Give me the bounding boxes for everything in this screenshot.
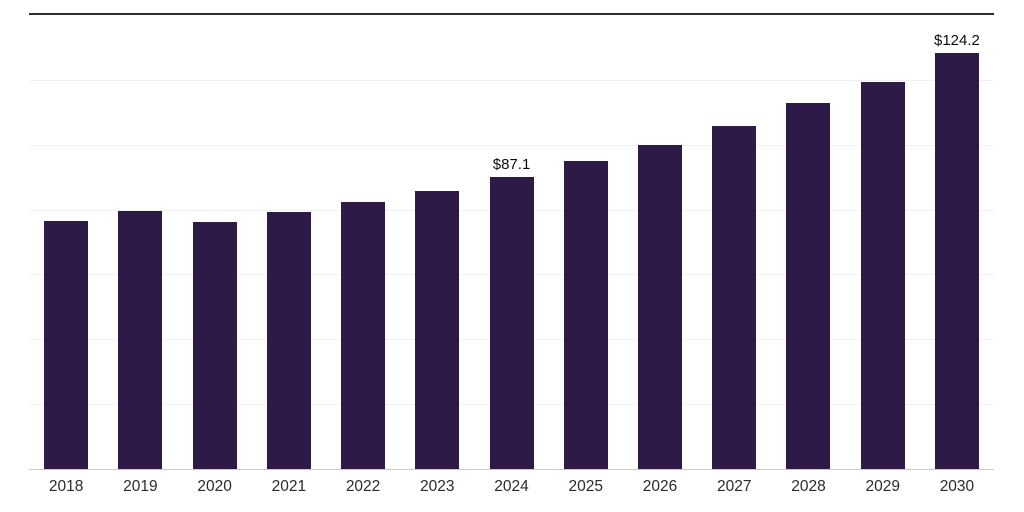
- bar-2021: [266, 212, 311, 469]
- data-label-2030: $124.2: [933, 31, 980, 49]
- bar-column-2024: $87.1: [474, 15, 548, 469]
- bar-2019: [118, 211, 163, 469]
- gridline: [29, 79, 994, 81]
- bars-container: $87.1 $124.2: [29, 15, 994, 469]
- bar-column-2020: [177, 15, 251, 469]
- bar-2026: [637, 145, 682, 469]
- bar-2018: [44, 221, 89, 469]
- bar-2030: [934, 52, 979, 469]
- bar-column-2023: [400, 15, 474, 469]
- x-tick-2024: 2024: [494, 478, 529, 495]
- x-tick-2029: 2029: [865, 478, 900, 495]
- plot-area: $87.1 $124.2: [29, 13, 994, 470]
- x-tick-2026: 2026: [642, 478, 678, 495]
- bar-2022: [341, 202, 386, 469]
- x-tick-2028: 2028: [791, 478, 826, 495]
- x-tick-2021: 2021: [271, 478, 307, 495]
- bar-2024: [489, 177, 534, 469]
- bar-column-2018: [29, 15, 103, 469]
- bar-column-2022: [326, 15, 400, 469]
- bar-column-2028: [771, 15, 845, 469]
- bar-column-2030: $124.2: [920, 15, 994, 469]
- x-tick-2027: 2027: [716, 478, 752, 495]
- bar-2025: [563, 161, 608, 469]
- bar-column-2029: [846, 15, 920, 469]
- x-axis: 2018 2019 2020 2021 2022 2023 2024 2025 2026 2027…: [29, 470, 994, 512]
- bar-column-2021: [252, 15, 326, 469]
- bar-column-2019: [103, 15, 177, 469]
- x-tick-2018: 2018: [48, 478, 84, 495]
- x-tick-2019: 2019: [123, 478, 158, 495]
- data-label-2024: $87.1: [492, 156, 531, 174]
- x-tick-2023: 2023: [420, 478, 455, 495]
- x-tick-2030: 2030: [939, 478, 975, 495]
- x-tick-2022: 2022: [345, 478, 381, 495]
- bar-2028: [786, 103, 831, 469]
- bar-2029: [860, 81, 905, 469]
- x-tick-2020: 2020: [197, 478, 232, 495]
- x-tick-2025: 2025: [568, 478, 603, 495]
- bar-column-2025: [549, 15, 623, 469]
- gridline: [29, 144, 994, 146]
- bar-column-2027: [697, 15, 771, 469]
- bar-column-2026: [623, 15, 697, 469]
- bar-2027: [712, 125, 757, 469]
- bar-2023: [415, 191, 460, 469]
- bar-2020: [192, 222, 237, 469]
